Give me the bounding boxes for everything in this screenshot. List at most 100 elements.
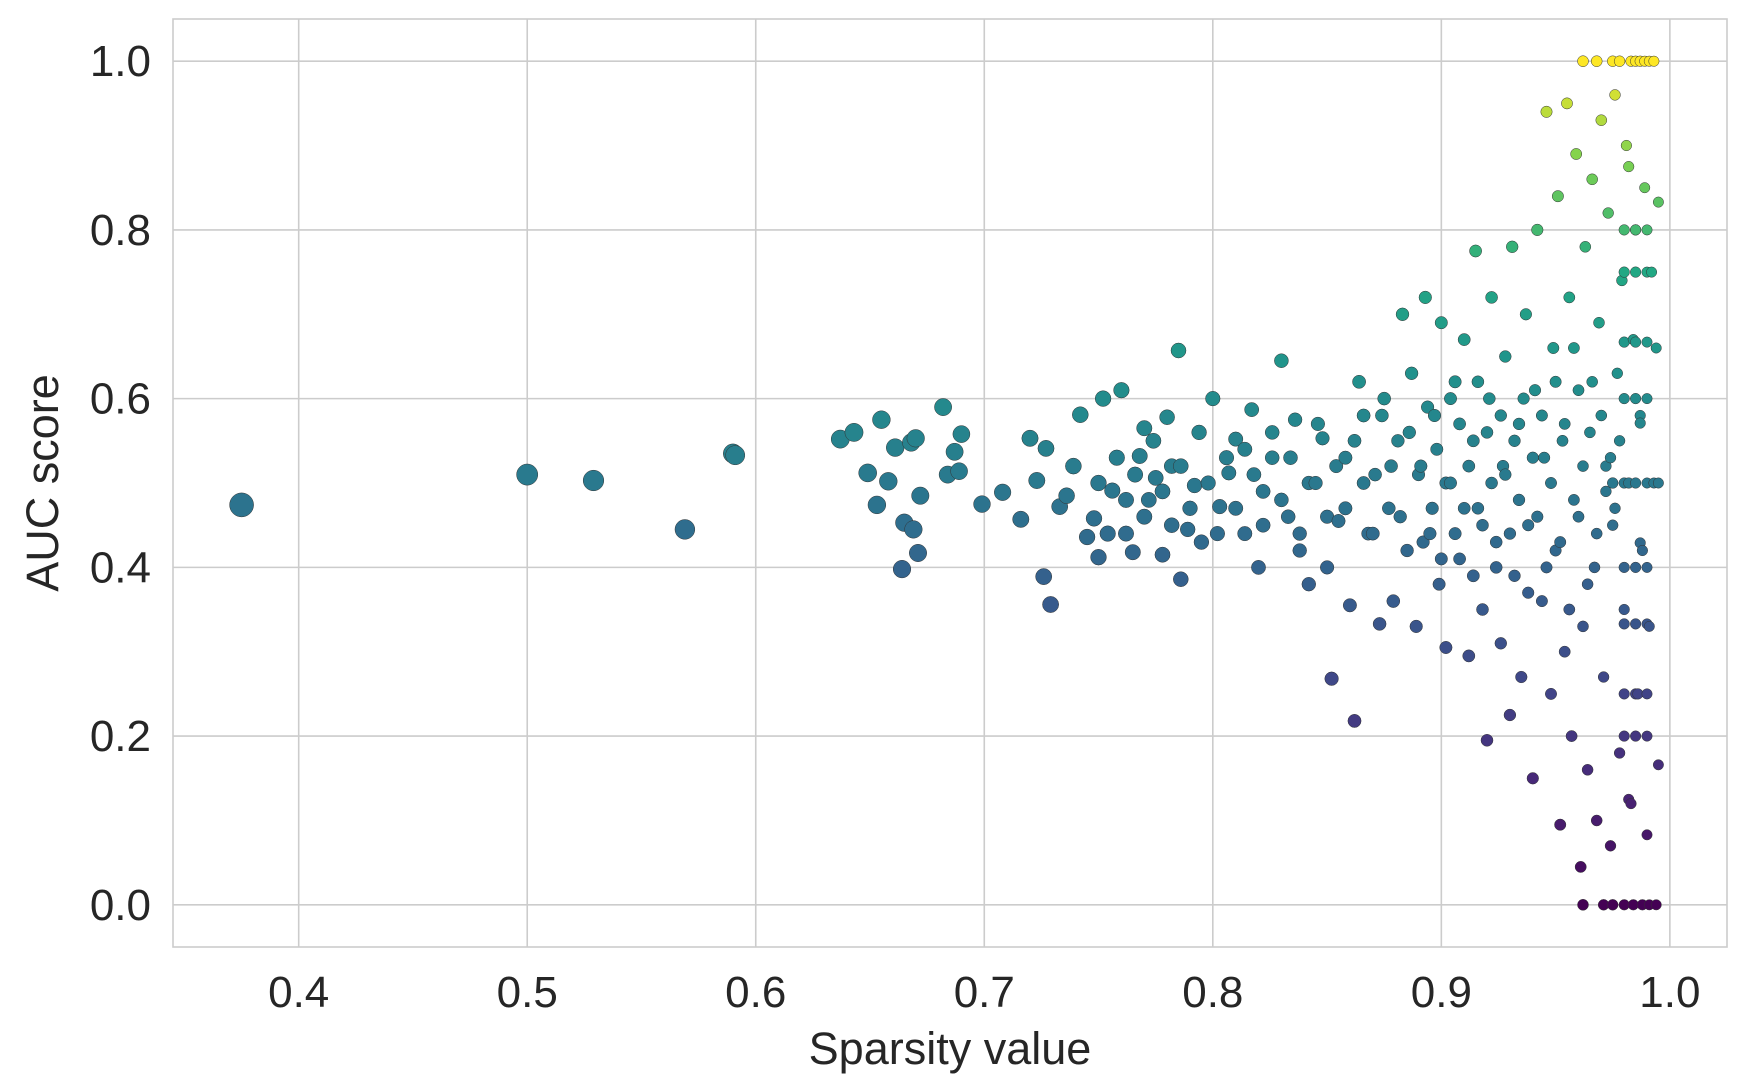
- x-tick-label: 0.7: [954, 968, 1015, 1017]
- scatter-point: [1630, 266, 1642, 278]
- scatter-point: [994, 483, 1012, 501]
- scatter-point: [1212, 499, 1228, 515]
- scatter-point: [1065, 457, 1082, 475]
- scatter-point: [1549, 375, 1562, 388]
- scatter-point: [1180, 521, 1196, 538]
- scatter-point: [1551, 190, 1564, 203]
- y-tick-label: 1.0: [90, 37, 151, 86]
- scatter-point: [1292, 526, 1307, 541]
- scatter-point: [1453, 417, 1466, 431]
- scatter-point: [1595, 114, 1608, 126]
- scatter-point: [1078, 528, 1096, 546]
- scatter-point: [1636, 544, 1648, 557]
- scatter-point: [1568, 494, 1580, 506]
- scatter-point: [1163, 517, 1180, 533]
- scatter-point: [1590, 55, 1603, 67]
- scatter-point: [1602, 207, 1614, 219]
- scatter-point: [1409, 619, 1423, 633]
- scatter-point: [1480, 734, 1494, 747]
- scatter-point: [1574, 861, 1587, 873]
- scatter-point: [1630, 224, 1642, 236]
- scatter-point: [1556, 434, 1569, 447]
- y-tick-labels: 0.0 0.2 0.4 0.6 0.8 1.0: [90, 37, 151, 930]
- scatter-point: [1136, 508, 1153, 525]
- scatter-point: [1554, 818, 1567, 831]
- scatter-point: [1469, 244, 1482, 258]
- scatter-point: [1338, 501, 1353, 516]
- scatter-point: [1099, 525, 1116, 542]
- scatter-point: [1453, 552, 1466, 566]
- scatter-point: [1506, 240, 1519, 253]
- scatter-point: [1508, 569, 1521, 582]
- scatter-point: [1618, 618, 1630, 630]
- scatter-point: [1246, 467, 1262, 482]
- scatter-point: [1581, 764, 1594, 776]
- scatter-point: [1563, 603, 1576, 616]
- scatter-point: [1264, 450, 1280, 465]
- scatter-point: [1625, 798, 1637, 810]
- scatter-point: [1577, 55, 1589, 67]
- x-tick-label: 0.8: [1182, 968, 1243, 1017]
- scatter-point: [1485, 291, 1498, 304]
- scatter-point: [1526, 772, 1539, 785]
- scatter-point: [1535, 409, 1548, 422]
- scatter-point: [952, 425, 971, 443]
- scatter-point: [1280, 509, 1296, 524]
- scatter-point: [1630, 393, 1642, 405]
- scatter-point: [1418, 290, 1432, 304]
- scatter-point: [1620, 139, 1632, 152]
- scatter-point: [892, 560, 912, 579]
- scatter-point: [1159, 409, 1175, 425]
- scatter-point: [1641, 336, 1653, 348]
- scatter-point: [1368, 467, 1382, 482]
- scatter-point: [1489, 561, 1503, 574]
- scatter-point: [1503, 708, 1517, 722]
- scatter-point: [1200, 475, 1216, 491]
- scatter-point: [1586, 376, 1598, 388]
- scatter-point: [1540, 561, 1553, 574]
- scatter-point: [1579, 241, 1592, 253]
- scatter-point: [909, 544, 927, 562]
- scatter-point: [1561, 97, 1573, 110]
- scatter-point: [1522, 519, 1535, 532]
- scatter-point: [1590, 527, 1603, 540]
- scatter-point: [1375, 408, 1389, 423]
- scatter-point: [674, 519, 696, 540]
- scatter-point: [1338, 450, 1353, 465]
- scatter-point: [867, 495, 887, 515]
- scatter-point: [1395, 307, 1410, 321]
- scatter-point: [973, 495, 991, 513]
- scatter-point: [1444, 476, 1457, 490]
- scatter-point: [1643, 620, 1655, 632]
- scatter-point: [1347, 433, 1362, 448]
- scatter-point: [1237, 441, 1253, 457]
- scatter-point: [1186, 477, 1203, 494]
- x-tick-label: 1.0: [1639, 968, 1700, 1017]
- scatter-point: [1228, 500, 1244, 516]
- scatter-point: [1652, 196, 1664, 208]
- scatter-point: [1170, 342, 1187, 359]
- scatter-point: [1547, 342, 1560, 354]
- scatter-point: [1531, 223, 1544, 236]
- scatter-point: [1623, 161, 1635, 173]
- scatter-point: [1205, 391, 1221, 407]
- scatter-point: [1489, 535, 1503, 549]
- scatter-point: [1471, 502, 1485, 515]
- scatter-point: [1618, 266, 1630, 278]
- scatter-point: [1558, 418, 1571, 430]
- scatter-point: [1228, 431, 1244, 447]
- y-axis-label: AUC score: [17, 374, 68, 592]
- scatter-point: [1342, 598, 1357, 613]
- scatter-point: [1414, 459, 1428, 473]
- scatter-point: [1377, 391, 1391, 406]
- x-tick-labels: 0.4 0.5 0.6 0.7 0.8 0.9 1.0: [268, 968, 1700, 1017]
- scatter-point: [1444, 392, 1457, 406]
- scatter-point: [1237, 526, 1253, 542]
- scatter-point: [1035, 568, 1053, 585]
- scatter-point: [1028, 472, 1046, 489]
- scatter-point: [229, 492, 254, 518]
- scatter-point: [1581, 578, 1594, 590]
- scatter-point: [1251, 560, 1266, 575]
- x-axis-label: Sparsity value: [809, 1023, 1092, 1074]
- scatter-point: [1448, 375, 1462, 389]
